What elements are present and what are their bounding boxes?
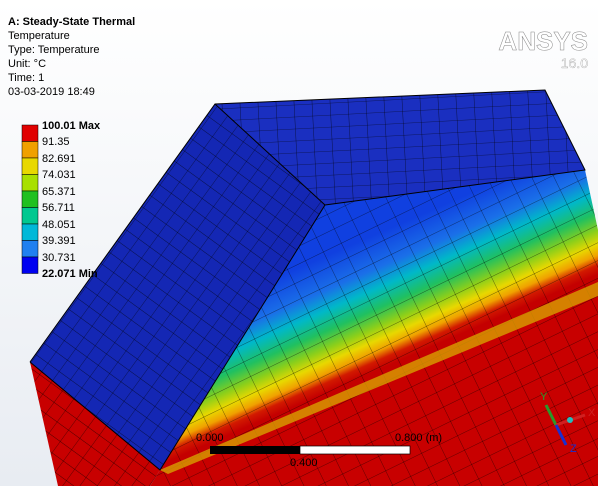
info-line: 03-03-2019 18:49 xyxy=(8,86,95,98)
logo-version: 16.0 xyxy=(561,55,588,71)
legend xyxy=(21,124,39,274)
logo-name: ANSYS xyxy=(498,26,588,56)
legend-label: 22.071 Min xyxy=(42,268,98,280)
legend-label: 65.371 xyxy=(42,186,76,198)
logo: ANSYS 16.0 xyxy=(498,26,588,71)
legend-label: 74.031 xyxy=(42,169,76,181)
axis-triad: Y X Z xyxy=(540,391,596,455)
info-line: Unit: °C xyxy=(8,58,46,70)
legend-label: 30.731 xyxy=(42,252,76,264)
info-line: Temperature xyxy=(8,30,70,42)
axis-label: Y xyxy=(540,391,548,403)
axis-label: Z xyxy=(570,443,577,455)
legend-labels: 100.01 Max 91.35 82.691 74.031 65.371 56… xyxy=(42,120,101,280)
legend-label: 56.711 xyxy=(42,202,75,214)
info-line: Type: Temperature xyxy=(8,44,100,56)
legend-label: 39.391 xyxy=(42,235,76,247)
legend-label: 48.051 xyxy=(42,219,76,231)
scale-label: 0.000 xyxy=(196,432,224,444)
title: A: Steady-State Thermal xyxy=(8,16,135,28)
axis-label: X xyxy=(588,407,596,419)
legend-label: 100.01 Max xyxy=(42,120,101,132)
scale-bar: 0.000 0.800 (m) 0.400 xyxy=(196,432,442,469)
scale-label: 0.400 xyxy=(290,457,318,469)
legend-label: 91.35 xyxy=(42,136,70,148)
legend-label: 82.691 xyxy=(42,153,76,165)
header: A: Steady-State Thermal Temperature Type… xyxy=(8,16,135,98)
scale-label: 0.800 (m) xyxy=(395,432,442,444)
info-line: Time: 1 xyxy=(8,72,44,84)
model xyxy=(29,89,598,486)
